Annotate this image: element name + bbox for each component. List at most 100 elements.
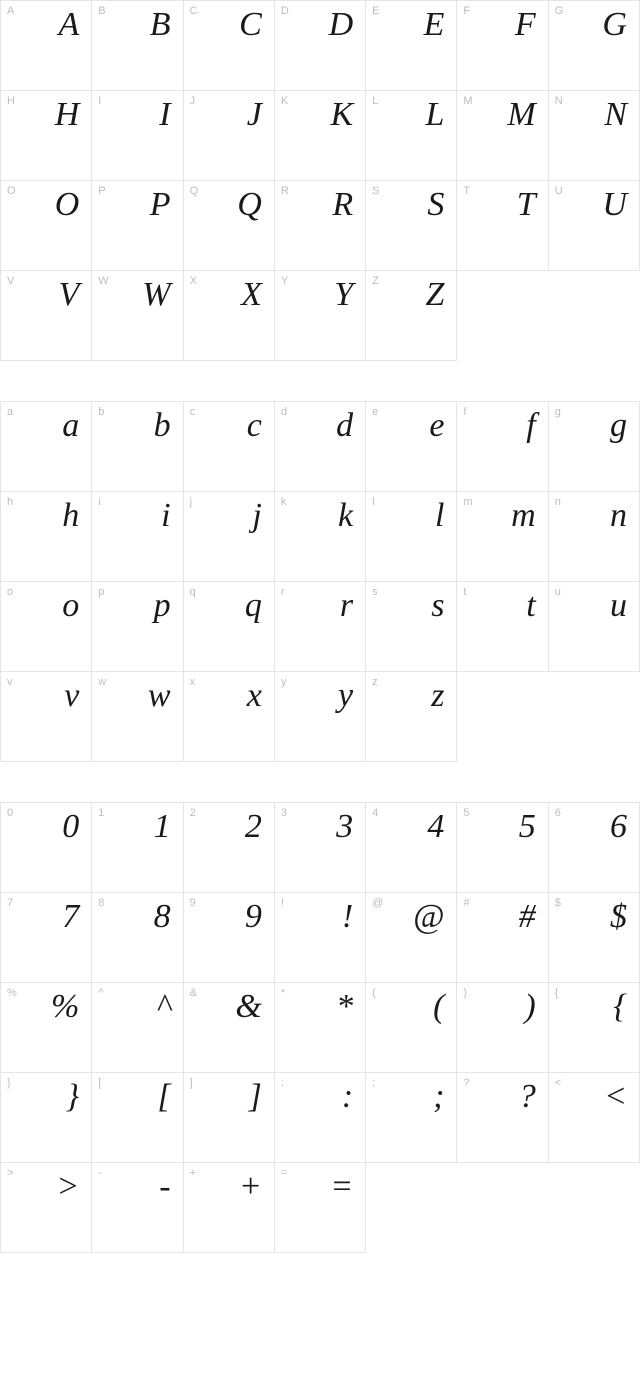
glyph-cell[interactable]: 33 bbox=[275, 803, 366, 893]
glyph-key-label: V bbox=[7, 275, 14, 287]
glyph-cell[interactable]: PP bbox=[92, 181, 183, 271]
glyph-cell[interactable]: pp bbox=[92, 582, 183, 672]
glyph-cell[interactable]: ff bbox=[457, 402, 548, 492]
glyph-cell[interactable]: :: bbox=[275, 1073, 366, 1163]
glyph-cell[interactable]: JJ bbox=[184, 91, 275, 181]
glyph-cell[interactable]: ## bbox=[457, 893, 548, 983]
glyph-cell[interactable]: 99 bbox=[184, 893, 275, 983]
glyph-cell[interactable]: oo bbox=[1, 582, 92, 672]
glyph-cell[interactable]: KK bbox=[275, 91, 366, 181]
glyph-cell[interactable]: == bbox=[275, 1163, 366, 1253]
glyph-cell[interactable]: dd bbox=[275, 402, 366, 492]
glyph-cell[interactable]: {{ bbox=[549, 983, 640, 1073]
glyph-cell[interactable]: && bbox=[184, 983, 275, 1073]
glyph-cell[interactable]: YY bbox=[275, 271, 366, 361]
glyph-cell[interactable]: WW bbox=[92, 271, 183, 361]
glyph-display: n bbox=[610, 496, 627, 537]
glyph-cell[interactable]: BB bbox=[92, 1, 183, 91]
glyph-cell[interactable]: hh bbox=[1, 492, 92, 582]
glyph-cell[interactable]: VV bbox=[1, 271, 92, 361]
glyph-cell[interactable]: 00 bbox=[1, 803, 92, 893]
glyph-cell[interactable]: )) bbox=[457, 983, 548, 1073]
glyph-cell[interactable]: 44 bbox=[366, 803, 457, 893]
glyph-cell[interactable]: MM bbox=[457, 91, 548, 181]
glyph-cell[interactable]: 77 bbox=[1, 893, 92, 983]
glyph-display: @ bbox=[413, 897, 444, 938]
glyph-cell[interactable]: ?? bbox=[457, 1073, 548, 1163]
glyph-key-label: 2 bbox=[190, 807, 196, 819]
glyph-cell[interactable]: XX bbox=[184, 271, 275, 361]
glyph-cell[interactable]: vv bbox=[1, 672, 92, 762]
glyph-cell[interactable]: DD bbox=[275, 1, 366, 91]
glyph-cell[interactable]: 55 bbox=[457, 803, 548, 893]
glyph-cell[interactable]: tt bbox=[457, 582, 548, 672]
glyph-cell[interactable]: NN bbox=[549, 91, 640, 181]
glyph-cell[interactable]: aa bbox=[1, 402, 92, 492]
glyph-display: E bbox=[424, 5, 445, 46]
glyph-cell[interactable]: 22 bbox=[184, 803, 275, 893]
glyph-key-label: 1 bbox=[98, 807, 104, 819]
glyph-cell[interactable]: bb bbox=[92, 402, 183, 492]
glyph-cell[interactable]: uu bbox=[549, 582, 640, 672]
glyph-display: y bbox=[338, 676, 353, 717]
glyph-key-label: 6 bbox=[555, 807, 561, 819]
glyph-display: $ bbox=[610, 897, 627, 938]
glyph-cell[interactable]: ^^ bbox=[92, 983, 183, 1073]
glyph-cell[interactable]: OO bbox=[1, 181, 92, 271]
glyph-cell[interactable]: ww bbox=[92, 672, 183, 762]
glyph-cell[interactable]: gg bbox=[549, 402, 640, 492]
glyph-cell[interactable]: ** bbox=[275, 983, 366, 1073]
glyph-cell[interactable]: qq bbox=[184, 582, 275, 672]
glyph-cell[interactable]: AA bbox=[1, 1, 92, 91]
glyph-cell[interactable]: rr bbox=[275, 582, 366, 672]
glyph-cell[interactable]: CC bbox=[184, 1, 275, 91]
glyph-cell[interactable]: ii bbox=[92, 492, 183, 582]
glyph-cell[interactable]: %% bbox=[1, 983, 92, 1073]
glyph-cell[interactable]: LL bbox=[366, 91, 457, 181]
glyph-key-label: ) bbox=[463, 987, 467, 999]
glyph-cell[interactable]: ss bbox=[366, 582, 457, 672]
glyph-cell[interactable]: 88 bbox=[92, 893, 183, 983]
glyph-chart-root: AABBCCDDEEFFGG HHIIJJKKLLMMNN OOPPQQRRSSTT… bbox=[0, 0, 640, 1253]
glyph-key-label: : bbox=[281, 1077, 284, 1089]
glyph-display: x bbox=[247, 676, 262, 717]
glyph-cell[interactable]: TT bbox=[457, 181, 548, 271]
glyph-cell[interactable]: II bbox=[92, 91, 183, 181]
glyph-cell[interactable]: [[ bbox=[92, 1073, 183, 1163]
glyph-cell[interactable]: ZZ bbox=[366, 271, 457, 361]
glyph-key-label: x bbox=[190, 676, 196, 688]
glyph-cell[interactable]: FF bbox=[457, 1, 548, 91]
glyph-cell[interactable]: << bbox=[549, 1073, 640, 1163]
glyph-cell[interactable]: -- bbox=[92, 1163, 183, 1253]
glyph-cell[interactable]: ]] bbox=[184, 1073, 275, 1163]
glyph-cell[interactable]: }} bbox=[1, 1073, 92, 1163]
glyph-cell[interactable]: mm bbox=[457, 492, 548, 582]
glyph-cell[interactable]: cc bbox=[184, 402, 275, 492]
glyph-cell[interactable]: @@ bbox=[366, 893, 457, 983]
glyph-cell[interactable]: HH bbox=[1, 91, 92, 181]
glyph-cell[interactable]: kk bbox=[275, 492, 366, 582]
glyph-cell[interactable]: EE bbox=[366, 1, 457, 91]
glyph-cell[interactable]: yy bbox=[275, 672, 366, 762]
glyph-cell[interactable]: xx bbox=[184, 672, 275, 762]
glyph-cell[interactable]: >> bbox=[1, 1163, 92, 1253]
glyph-cell[interactable]: ++ bbox=[184, 1163, 275, 1253]
glyph-cell[interactable]: RR bbox=[275, 181, 366, 271]
glyph-key-label: { bbox=[555, 987, 559, 999]
glyph-cell[interactable]: ll bbox=[366, 492, 457, 582]
glyph-cell[interactable]: 11 bbox=[92, 803, 183, 893]
glyph-cell[interactable]: SS bbox=[366, 181, 457, 271]
glyph-cell[interactable]: (( bbox=[366, 983, 457, 1073]
glyph-cell[interactable]: ee bbox=[366, 402, 457, 492]
glyph-cell[interactable]: GG bbox=[549, 1, 640, 91]
glyph-cell[interactable]: UU bbox=[549, 181, 640, 271]
glyph-cell[interactable]: 66 bbox=[549, 803, 640, 893]
glyph-cell[interactable]: !! bbox=[275, 893, 366, 983]
glyph-cell[interactable]: jj bbox=[184, 492, 275, 582]
glyph-cell[interactable]: $$ bbox=[549, 893, 640, 983]
glyph-display: - bbox=[159, 1167, 170, 1208]
glyph-cell[interactable]: nn bbox=[549, 492, 640, 582]
glyph-cell[interactable]: ;; bbox=[366, 1073, 457, 1163]
glyph-cell[interactable]: QQ bbox=[184, 181, 275, 271]
glyph-cell[interactable]: zz bbox=[366, 672, 457, 762]
